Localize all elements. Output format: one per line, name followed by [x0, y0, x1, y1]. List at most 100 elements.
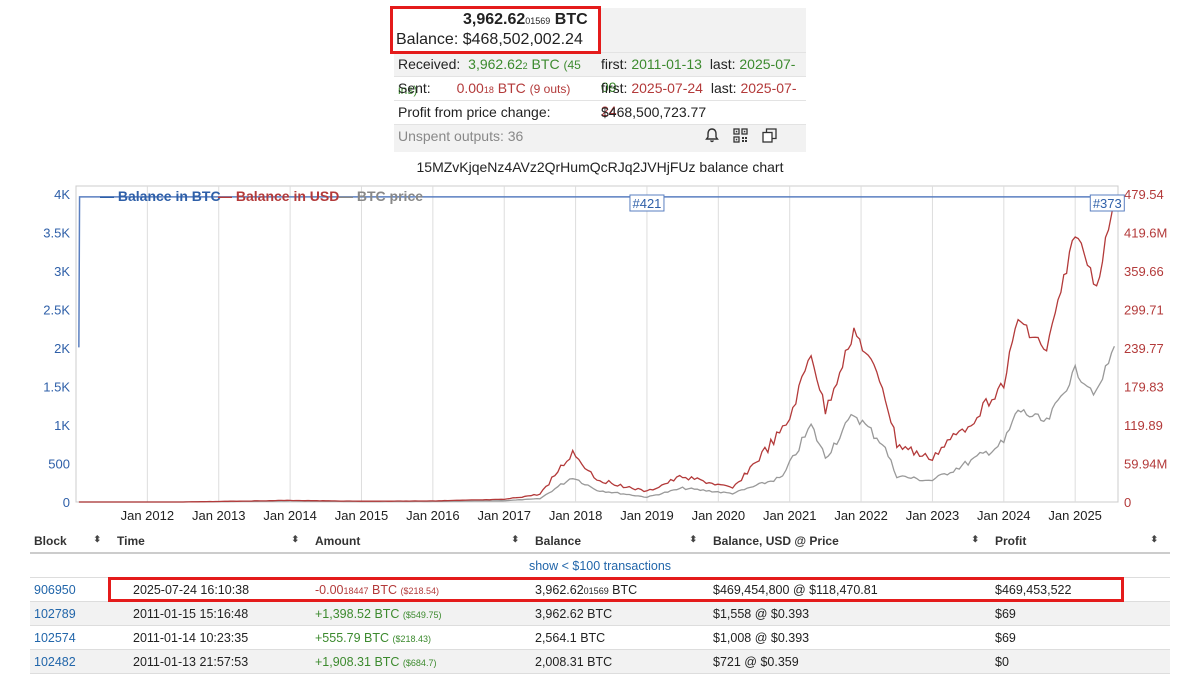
y-right-tick-label: 0: [1124, 495, 1131, 510]
x-tick-label: Jan 2013: [192, 508, 246, 523]
y-left-tick-label: 0: [63, 495, 70, 510]
received-last-label: last:: [709, 56, 736, 72]
header-balance-usd[interactable]: Balance, USD @ Price ⬍: [709, 530, 991, 554]
x-tick-label: Jan 2016: [406, 508, 460, 523]
tx-profit: $69: [991, 601, 1170, 626]
y-right-tick-label: 299.71: [1124, 303, 1164, 318]
balance-highlight: 3,962.6201569 BTC Balance: $468,502,002.…: [390, 6, 601, 54]
balance-usd-label: Balance:: [396, 31, 459, 48]
show-small-row: show < $100 transactions: [30, 553, 1170, 578]
y-right-tick-label: 59.94M: [1124, 457, 1167, 472]
plot-frame: [75, 185, 1119, 503]
sent-label: Sent:: [398, 80, 431, 96]
sent-first-label: first:: [601, 80, 628, 96]
header-amount[interactable]: Amount ⬍: [311, 530, 531, 554]
chart-legend[interactable]: — Balance in BTC— Balance in USD — BTC pr…: [100, 188, 423, 204]
legend-item[interactable]: — Balance in BTC: [100, 188, 221, 204]
header-profit[interactable]: Profit ⬍: [991, 530, 1170, 554]
sent-last-label: last:: [710, 80, 737, 96]
marker-label[interactable]: #373: [1093, 196, 1122, 211]
unspent-outputs[interactable]: Unspent outputs: 36: [398, 128, 524, 144]
chart-series: #421 #373: [78, 194, 1125, 503]
tx-balance-usd: $1,558 @ $0.393: [709, 601, 991, 626]
sent-amount: 0.0018 BTC (9 outs): [456, 80, 571, 96]
balance-chart[interactable]: Jan 2012 Jan 2013 Jan 2014 Jan 2015 Jan 2016…: [0, 178, 1200, 523]
series-line-btc-price: [78, 345, 1115, 503]
header-balance[interactable]: Balance ⬍: [531, 530, 709, 554]
tx-balance-usd: $1,008 @ $0.393: [709, 625, 991, 650]
table-row: 102482 2011-01-13 21:57:53 +1,908.31 BTC (…: [30, 649, 1170, 674]
x-tick-label: Jan 2025: [1048, 508, 1102, 523]
action-icons: [597, 125, 806, 152]
header-block[interactable]: Block ⬍: [30, 530, 113, 554]
tx-profit: $0: [991, 649, 1170, 674]
table-header-row: Block ⬍ Time ⬍ Amount ⬍ Balance ⬍ Balance, U…: [30, 530, 1170, 554]
received-last-date: 2025-07-09: [601, 56, 796, 95]
y-left-tick-label: 1K: [54, 418, 70, 433]
balance-block-spacer: [601, 8, 806, 52]
balance-btc-small: 01569: [525, 16, 551, 26]
x-tick-label: Jan 2018: [549, 508, 603, 523]
x-tick-label: Jan 2020: [692, 508, 746, 523]
bell-icon[interactable]: [705, 127, 719, 150]
tx-profit: $469,453,522: [991, 577, 1170, 602]
tx-time: 2011-01-14 10:23:35: [113, 625, 311, 650]
x-tick-label: Jan 2024: [977, 508, 1031, 523]
tx-amount: +1,398.52 BTC ($549.75): [311, 601, 531, 626]
series-line-balance-btc: [78, 196, 1115, 348]
y-right-tick-label: 479.54: [1124, 187, 1164, 202]
tx-balance: 2,008.31 BTC: [531, 649, 709, 674]
marker-box[interactable]: [629, 194, 665, 212]
x-tick-label: Jan 2021: [763, 508, 817, 523]
received-first-label: first:: [601, 56, 628, 72]
table-row: 906950 2025-07-24 16:10:38 -0.0018447 BTC …: [30, 577, 1170, 602]
tx-time: 2011-01-15 15:16:48: [113, 601, 311, 626]
transactions-body: show < $100 transactions 906950 2025-07-2…: [30, 553, 1170, 674]
block-link[interactable]: 906950: [30, 577, 113, 602]
received-row: Received: 3,962.622 BTC (45 ins) first: …: [394, 53, 806, 97]
table-row: 102574 2011-01-14 10:23:35 +555.79 BTC ($2…: [30, 625, 1170, 650]
tx-time: 2011-01-13 21:57:53: [113, 649, 311, 674]
balance-btc-unit: BTC: [554, 11, 588, 28]
block-link[interactable]: 102482: [30, 649, 113, 674]
tx-balance: 3,962.6201569 BTC: [531, 577, 709, 602]
show-small-transactions-link[interactable]: show < $100 transactions: [528, 558, 672, 573]
tx-balance-usd: $469,454,800 @ $118,470.81: [709, 577, 991, 602]
tx-balance-usd: $721 @ $0.359: [709, 649, 991, 674]
header-time[interactable]: Time ⬍: [113, 530, 311, 554]
marker-box[interactable]: [1089, 194, 1125, 212]
block-link[interactable]: 102789: [30, 601, 113, 626]
balance-btc: 3,962.6201569 BTC: [463, 11, 588, 29]
qr-code-icon[interactable]: [733, 127, 748, 150]
y-left-tick-label: 3K: [54, 264, 70, 279]
y-left-tick-label: 2K: [54, 341, 70, 356]
legend-item[interactable]: — Balance in USD: [218, 188, 339, 204]
series-line-balance-usd: [78, 198, 1116, 503]
address-summary: 3,962.6201569 BTC Balance: $468,502,002.…: [390, 6, 806, 152]
tx-amount: +555.79 BTC ($218.43): [311, 625, 531, 650]
x-tick-label: Jan 2022: [834, 508, 888, 523]
y-left-tick-label: 3.5K: [43, 226, 70, 241]
transactions-table: Block ⬍ Time ⬍ Amount ⬍ Balance ⬍ Balance, U…: [30, 530, 1170, 674]
profit-value: $468,500,723.77: [601, 104, 707, 120]
tx-time: 2025-07-24 16:10:38: [113, 577, 311, 602]
y-right-tick-label: 239.77: [1124, 341, 1164, 356]
sent-first-date: 2025-07-24: [631, 80, 703, 96]
block-link[interactable]: 102574: [30, 625, 113, 650]
marker-label[interactable]: #421: [632, 196, 661, 211]
y-right-tick-label: 419.6M: [1124, 226, 1167, 241]
legend-item[interactable]: — BTC price: [339, 188, 423, 204]
chart-grid: [75, 185, 1119, 503]
sent-row: Sent: 0.0018 BTC (9 outs) first: 2025-07…: [394, 77, 806, 119]
sent-last-date: 2025-07-24: [601, 80, 797, 119]
tx-amount: -0.0018447 BTC ($218.54): [311, 577, 531, 602]
y-right-tick-label: 179.83: [1124, 380, 1164, 395]
y-left-tick-label: 500: [48, 457, 70, 472]
copy-icon[interactable]: [762, 127, 777, 150]
y-right-tick-label: 119.89: [1124, 418, 1163, 433]
table-row: 102789 2011-01-15 15:16:48 +1,398.52 BTC (…: [30, 601, 1170, 626]
profit-label: Profit from price change:: [398, 104, 551, 120]
y-left-tick-label: 4K: [54, 187, 70, 202]
x-tick-label: Jan 2019: [620, 508, 674, 523]
y-left-tick-label: 2.5K: [43, 303, 70, 318]
